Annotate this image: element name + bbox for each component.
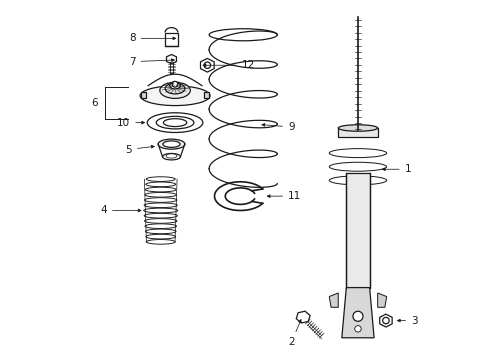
Ellipse shape <box>165 83 185 94</box>
Bar <box>165 33 178 46</box>
Text: 2: 2 <box>288 320 301 347</box>
Ellipse shape <box>156 116 194 129</box>
Ellipse shape <box>146 239 175 244</box>
Text: 12: 12 <box>203 60 255 70</box>
Circle shape <box>355 325 361 332</box>
Text: 8: 8 <box>129 33 176 43</box>
Ellipse shape <box>144 208 178 213</box>
Text: 6: 6 <box>91 98 98 108</box>
Ellipse shape <box>170 82 180 89</box>
Ellipse shape <box>140 86 210 105</box>
Ellipse shape <box>145 193 176 197</box>
Polygon shape <box>342 288 374 338</box>
Ellipse shape <box>166 154 177 158</box>
Polygon shape <box>167 54 176 64</box>
Polygon shape <box>296 311 310 323</box>
Text: 7: 7 <box>129 57 174 67</box>
Ellipse shape <box>146 177 175 181</box>
Text: 5: 5 <box>125 144 154 154</box>
Ellipse shape <box>163 141 180 147</box>
Ellipse shape <box>146 187 176 192</box>
Bar <box>338 128 378 137</box>
Polygon shape <box>204 92 209 98</box>
Circle shape <box>204 62 211 68</box>
Circle shape <box>383 318 389 324</box>
Ellipse shape <box>158 139 185 149</box>
Text: 1: 1 <box>382 164 411 174</box>
Ellipse shape <box>164 119 187 127</box>
Ellipse shape <box>160 82 190 98</box>
Ellipse shape <box>144 203 177 208</box>
Text: 10: 10 <box>117 118 145 128</box>
Ellipse shape <box>163 153 180 160</box>
Ellipse shape <box>145 224 176 229</box>
Circle shape <box>172 81 178 87</box>
Polygon shape <box>378 293 387 307</box>
Text: 3: 3 <box>397 316 417 325</box>
Text: 11: 11 <box>267 191 301 201</box>
Bar <box>346 173 369 288</box>
Polygon shape <box>200 58 214 72</box>
Circle shape <box>353 311 363 321</box>
Ellipse shape <box>146 234 175 239</box>
Polygon shape <box>141 92 146 98</box>
Ellipse shape <box>146 182 175 187</box>
Text: 9: 9 <box>262 122 294 132</box>
Ellipse shape <box>146 229 176 234</box>
Ellipse shape <box>338 125 378 131</box>
Ellipse shape <box>144 213 177 218</box>
Ellipse shape <box>147 113 203 132</box>
Text: 4: 4 <box>100 206 141 216</box>
Polygon shape <box>329 293 338 307</box>
Ellipse shape <box>145 198 177 202</box>
Ellipse shape <box>145 219 177 223</box>
Polygon shape <box>380 314 392 327</box>
